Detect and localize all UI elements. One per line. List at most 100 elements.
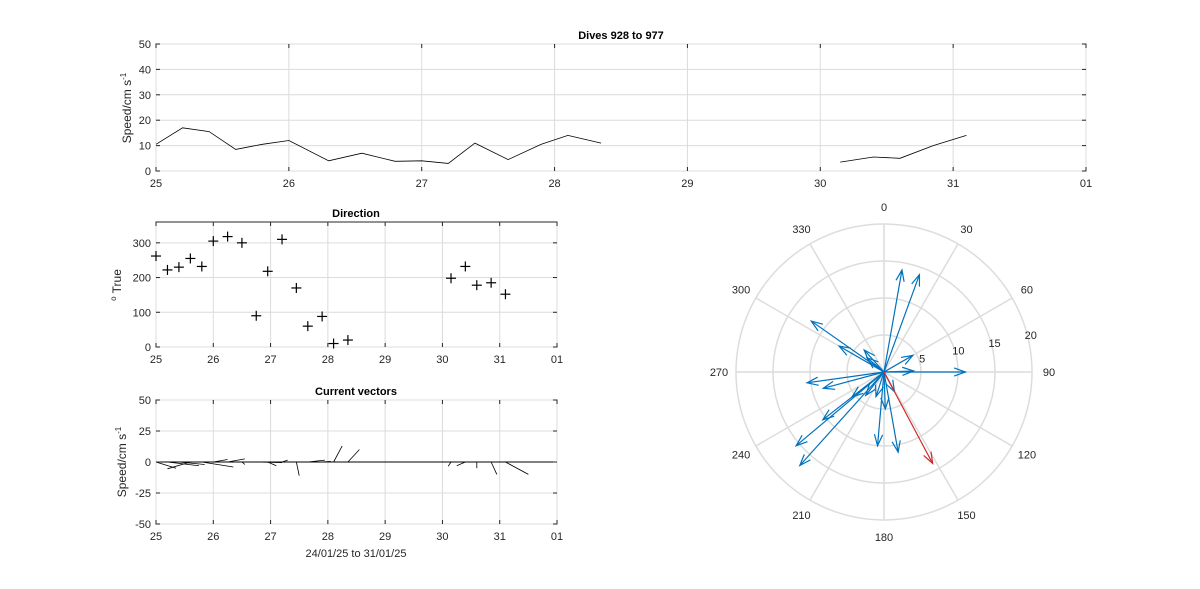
vectors-chart-ylabel: Speed/cm s-1 (114, 426, 129, 497)
current-vector (227, 458, 245, 463)
speed-xtick-label: 31 (947, 178, 959, 190)
polar-radial-label: 15 (988, 338, 1000, 350)
direction-xtick-label: 01 (551, 354, 563, 366)
direction-xtick-label: 27 (264, 354, 276, 366)
polar-vector (863, 348, 885, 373)
direction-ytick-label: 100 (133, 307, 151, 319)
direction-point (471, 280, 482, 291)
direction-point (236, 237, 247, 248)
direction-point (262, 266, 273, 277)
polar-spoke (883, 371, 959, 501)
direction-point (251, 310, 262, 321)
direction-ytick-label: 300 (133, 238, 151, 250)
current-vector (456, 461, 466, 467)
vectors-chart-ylabel-sup: -1 (114, 426, 123, 434)
current-vector (322, 460, 331, 463)
current-vector (213, 459, 228, 463)
polar-angle-label: 240 (732, 450, 750, 462)
direction-point (277, 234, 288, 245)
direction-point (185, 253, 196, 264)
polar-angle-label: 180 (875, 532, 893, 544)
vectors-ytick-label: -50 (135, 519, 151, 531)
polar-vector (798, 371, 885, 467)
polar-vector (880, 371, 890, 411)
vectors-ytick-label: 50 (139, 395, 151, 407)
speed-ytick-label: 40 (139, 64, 151, 76)
polar-spoke (809, 243, 885, 373)
direction-point (446, 273, 457, 284)
speed-xtick-label: 25 (150, 178, 162, 190)
polar-angle-label: 300 (732, 285, 750, 297)
direction-point (162, 264, 173, 275)
vectors-xtick-label: 30 (436, 531, 448, 543)
speed-ytick-label: 0 (145, 166, 151, 178)
polar-angle-label: 30 (960, 224, 972, 236)
polar-angle-label: 210 (792, 510, 810, 522)
direction-point (291, 282, 302, 293)
speed-chart-ylabel-sup: -1 (119, 72, 128, 80)
polar-vector (805, 371, 885, 386)
direction-point (208, 236, 219, 247)
vectors-xtick-label: 28 (322, 531, 334, 543)
current-vector (307, 459, 326, 463)
polar-spoke (883, 243, 959, 373)
direction-point (222, 231, 233, 242)
speed-chart: 25 26 27 28 29 30 31 01 0 10 20 30 40 50 Dives 928 to… (119, 30, 1092, 190)
current-vector (241, 461, 246, 465)
speed-ytick-label: 10 (139, 141, 151, 153)
polar-angle-label: 330 (792, 224, 810, 236)
speed-xtick-label: 27 (416, 178, 428, 190)
speed-ytick-label: 50 (139, 39, 151, 51)
speed-xtick-label: 29 (681, 178, 693, 190)
direction-xtick-label: 28 (322, 354, 334, 366)
direction-chart-ylabel: o True (109, 269, 124, 301)
direction-point (486, 277, 497, 288)
direction-ytick-label: 200 (133, 273, 151, 285)
polar-vector (883, 273, 921, 373)
direction-point (173, 262, 184, 273)
polar-spoke (883, 371, 1013, 447)
current-vector (178, 461, 205, 465)
direction-point (460, 261, 471, 272)
current-vector (295, 461, 300, 476)
polar-vector (837, 345, 885, 373)
direction-chart: 25 26 27 28 29 30 31 01 0 100 200 300 Direction o T… (109, 208, 563, 366)
current-vector (347, 449, 360, 463)
speed-xtick-label: 26 (283, 178, 295, 190)
speed-xtick-label: 30 (814, 178, 826, 190)
polar-vector (809, 320, 885, 373)
polar-vector (850, 371, 885, 399)
speed-chart-title: Dives 928 to 977 (578, 30, 664, 42)
polar-vector (883, 371, 901, 454)
current-vector (167, 461, 191, 470)
direction-xtick-label: 31 (494, 354, 506, 366)
current-vector (505, 461, 529, 475)
vectors-chart: 25 26 27 28 29 30 31 01 -50 -25 0 25 50 Current vect… (114, 386, 563, 560)
vectors-ytick-label: 25 (139, 426, 151, 438)
polar-angle-label: 60 (1021, 285, 1033, 297)
vectors-xtick-label: 01 (551, 531, 563, 543)
direction-ytick-label: 0 (145, 342, 151, 354)
polar-angle-label: 270 (710, 367, 728, 379)
current-vector (490, 461, 498, 475)
direction-chart-ylabel-sup: o (109, 296, 118, 301)
direction-point (302, 321, 313, 332)
direction-point (342, 335, 353, 346)
polar-angle-label: 120 (1018, 450, 1036, 462)
vectors-ytick-label: -25 (135, 488, 151, 500)
polar-vector (865, 356, 885, 373)
polar-vector (883, 354, 915, 373)
polar-vector (864, 371, 885, 397)
direction-point (196, 261, 207, 272)
direction-xtick-label: 26 (207, 354, 219, 366)
vectors-xtick-label: 25 (150, 531, 162, 543)
vectors-xtick-label: 26 (207, 531, 219, 543)
polar-vector (821, 371, 885, 390)
polar-angle-label: 90 (1043, 367, 1055, 379)
vectors-ytick-label: 0 (145, 457, 151, 469)
polar-vector (874, 371, 885, 399)
polar-vector (883, 366, 916, 377)
vectors-chart-title: Current vectors (315, 386, 397, 398)
direction-point (317, 311, 328, 322)
